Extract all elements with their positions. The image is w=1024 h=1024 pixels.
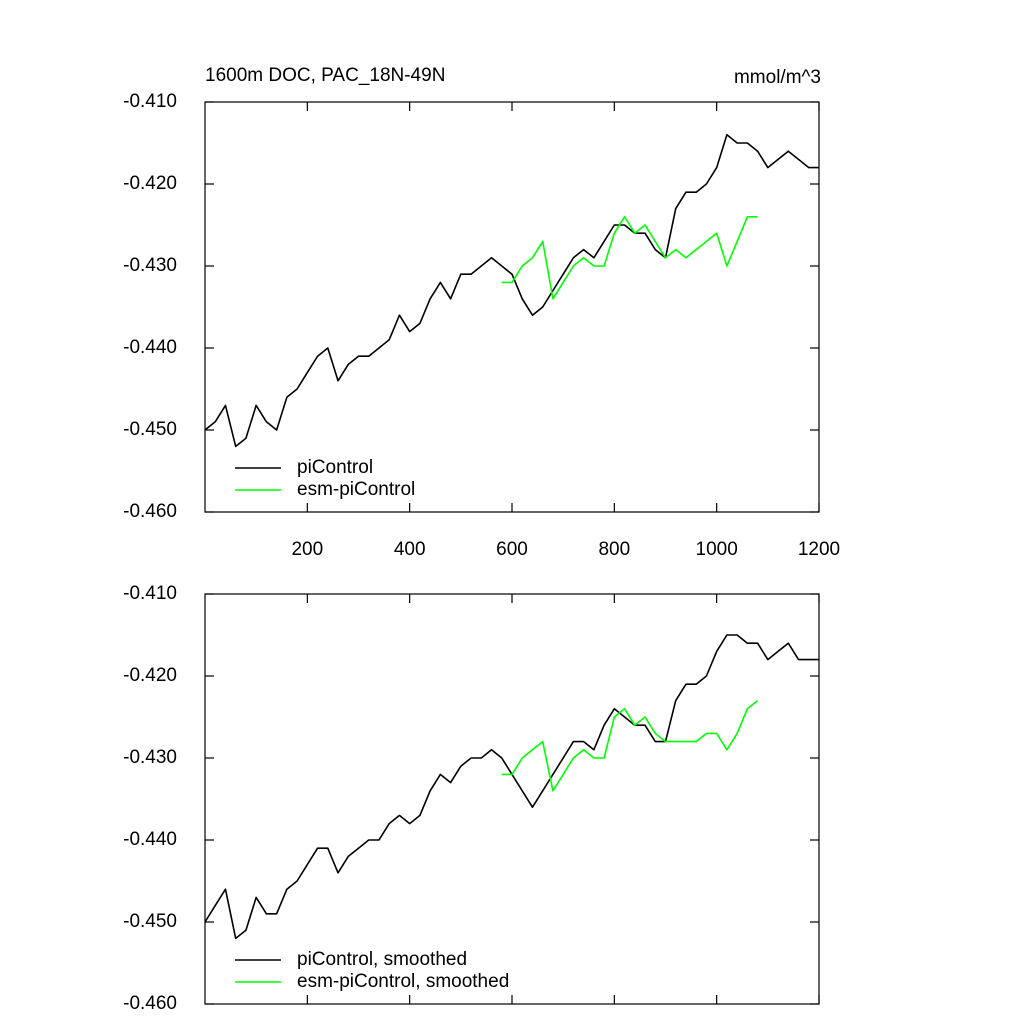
x-tick-label: 1000 [696, 539, 738, 560]
legend-label: piControl, smoothed [297, 949, 467, 970]
plot-frame [204, 101, 820, 513]
y-tick-label: -0.450 [123, 911, 177, 932]
series-line [204, 634, 819, 940]
y-tick-label: -0.420 [123, 665, 177, 686]
chart-title: 1600m DOC, PAC_18N-49N [205, 65, 445, 86]
y-tick-label: -0.460 [123, 993, 177, 1014]
x-tick-label: 1200 [798, 539, 840, 560]
x-tick-label: 400 [394, 539, 426, 560]
series-line [501, 699, 759, 792]
y-tick-label: -0.450 [123, 419, 177, 440]
y-tick-label: -0.430 [123, 747, 177, 768]
x-tick-label: 200 [291, 539, 323, 560]
legend-label: piControl [297, 457, 373, 478]
y-tick-label: -0.430 [123, 255, 177, 276]
x-tick-label: 600 [496, 539, 528, 560]
y-tick-label: -0.440 [123, 829, 177, 850]
y-tick-label: -0.410 [123, 583, 177, 604]
series-line [204, 134, 819, 448]
y-tick-label: -0.460 [123, 501, 177, 522]
legend-label: esm-piControl [297, 479, 415, 500]
y-tick-label: -0.410 [123, 91, 177, 112]
units-label: mmol/m^3 [734, 67, 821, 88]
plot-frame [204, 593, 820, 1005]
legend-label: esm-piControl, smoothed [297, 971, 509, 992]
series-line [501, 216, 758, 300]
x-tick-label: 800 [598, 539, 630, 560]
y-tick-label: -0.440 [123, 337, 177, 358]
y-tick-label: -0.420 [123, 173, 177, 194]
